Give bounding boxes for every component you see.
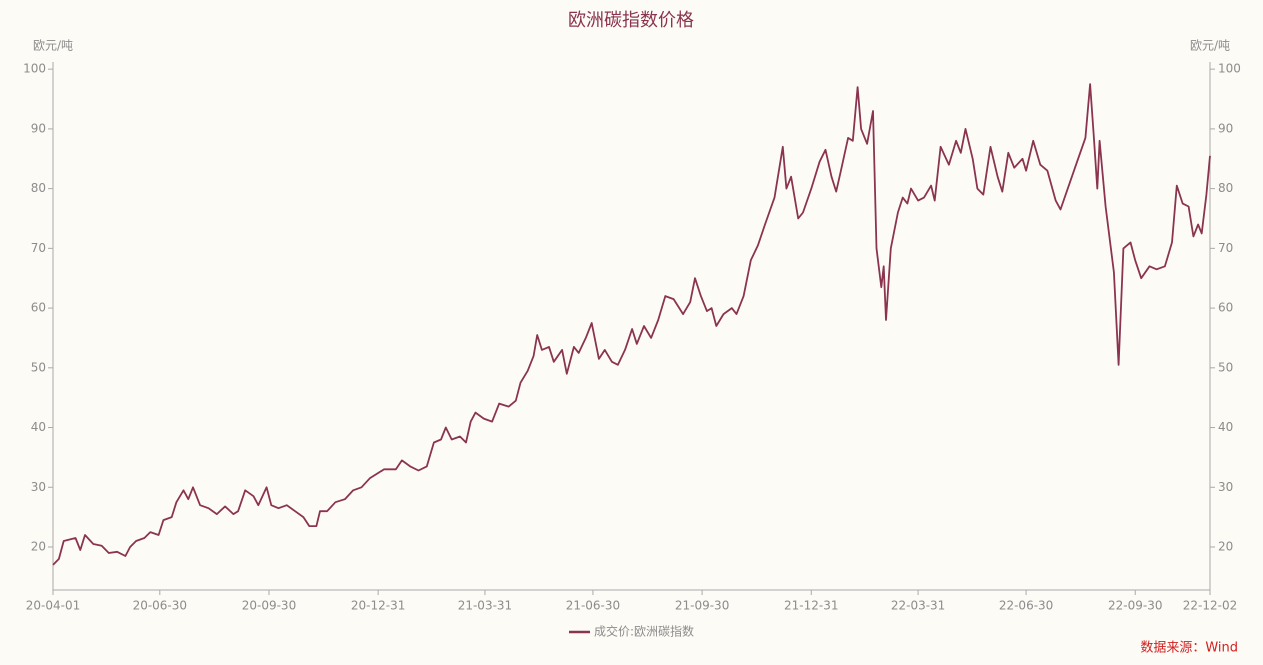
source-note: 数据来源：Wind [1140,641,1238,656]
y2-axis-unit: 欧元/吨 [1190,39,1230,53]
line-series [52,83,1211,566]
y2-tick-label: 30 [1218,480,1233,494]
y-tick-label: 30 [31,480,46,494]
y2-tick-label: 80 [1218,181,1233,195]
y-tick-label: 70 [31,241,46,255]
y2-tick-label: 100 [1218,62,1241,76]
x-tick-label: 21-03-31 [458,599,512,613]
legend-label: 成交价:欧洲碳指数 [594,624,694,639]
chart-title: 欧洲碳指数价格 [568,10,694,31]
x-tick-label: 22-06-30 [999,599,1053,613]
y-tick-label: 40 [31,420,46,434]
x-tick-label: 20-04-01 [26,599,80,613]
x-tick-label: 22-09-30 [1108,599,1162,613]
y-tick-label: 50 [31,360,46,374]
y-tick-label: 80 [31,181,46,195]
x-tick-label: 21-09-30 [675,599,729,613]
y-tick-label: 20 [31,539,46,553]
x-tick-label: 20-09-30 [242,599,296,613]
x-tick-label: 22-03-31 [891,599,945,613]
y2-tick-label: 40 [1218,420,1233,434]
y2-tick-label: 70 [1218,241,1233,255]
y-axis-unit: 欧元/吨 [33,39,73,53]
y-tick-label: 100 [23,62,46,76]
y-tick-label: 60 [31,301,46,315]
x-tick-label: 21-12-31 [784,599,838,613]
x-tick-label: 22-12-02 [1183,599,1237,613]
y2-tick-label: 20 [1218,539,1233,553]
x-tick-label: 21-06-30 [566,599,620,613]
x-tick-label: 20-12-31 [351,599,405,613]
x-tick-label: 20-06-30 [133,599,187,613]
y2-tick-label: 90 [1218,121,1233,135]
y2-tick-label: 50 [1218,360,1233,374]
y2-tick-label: 60 [1218,301,1233,315]
y-tick-label: 90 [31,121,46,135]
